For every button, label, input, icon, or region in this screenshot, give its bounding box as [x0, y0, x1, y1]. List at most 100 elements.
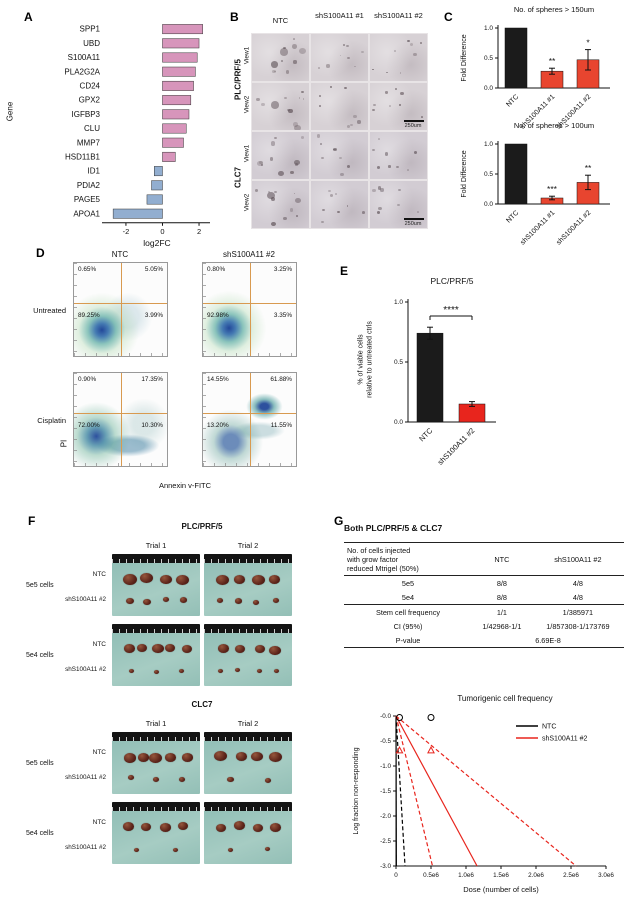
- svg-text:shS100A11 #2: shS100A11 #2: [555, 209, 592, 246]
- cell-line-label-plc: PLC/PRF/5: [233, 59, 243, 100]
- series-line: [395, 715, 434, 867]
- tumor-photo-plc-5e5-trial1: [112, 554, 200, 616]
- quadrant-ul-pct: 0.65%: [78, 266, 97, 273]
- sphere-speck: [257, 160, 263, 166]
- svg-text:****: ****: [443, 305, 459, 316]
- svg-text:Fold Difference: Fold Difference: [461, 150, 468, 197]
- tumor-blob: [123, 573, 138, 585]
- tumor-blob: [149, 753, 162, 764]
- gene-bar: [162, 109, 190, 120]
- quadrant-ur-pct: 17.35%: [141, 376, 163, 383]
- panel-b-col-header-ntc: NTC: [272, 16, 289, 25]
- sphere-speck: [329, 86, 332, 88]
- svg-text:Log fraction non-responding: Log fraction non-responding: [353, 747, 360, 834]
- sphere-speck: [398, 188, 402, 192]
- svg-text:No. of spheres > 150um: No. of spheres > 150um: [514, 5, 594, 14]
- microscopy-image-clc7-view1-sh1: [310, 131, 369, 180]
- viability-bar-chart: PLC/PRF/5 0.0 0.5 1.0 NTC shS100A11 #2 ****: [394, 276, 496, 467]
- svg-text:1.0: 1.0: [394, 299, 403, 306]
- table-cell: 1/42968-1/1: [482, 621, 522, 631]
- tumor-blob: [159, 822, 172, 832]
- gate-line-vertical: [120, 373, 122, 466]
- sphere-speck: [320, 143, 323, 146]
- table-cell: 1/385971: [562, 607, 594, 617]
- tumor-blob: [143, 598, 151, 605]
- sphere-speck: [353, 114, 358, 119]
- tumor-blob: [272, 598, 280, 604]
- tumor-photo-plc-5e4-trial1: [112, 624, 200, 686]
- sphere-speck: [321, 221, 324, 224]
- quadrant-ul-pct: 0.90%: [78, 376, 97, 383]
- tumor-blob: [254, 645, 265, 654]
- sphere-speck: [346, 124, 350, 128]
- svg-text:shS100A11 #1: shS100A11 #1: [519, 209, 556, 246]
- sphere-speck: [413, 151, 418, 155]
- deg-bar-chart: SPP1 UBD S100A11 PLA2G2A CD24 GPX2 IGFBP3 CLU MM…: [64, 24, 210, 248]
- microscopy-image-clc7-view2-sh1: [310, 180, 369, 229]
- tumor-photo-clc7-5e4-trial2: [204, 802, 292, 864]
- sphere-speck: [267, 191, 270, 194]
- sphere-speck: [334, 193, 337, 195]
- sphere-speck: [259, 161, 263, 165]
- sphere-speck: [293, 124, 301, 130]
- svg-text:0.5: 0.5: [484, 55, 493, 62]
- sphere-speck: [339, 54, 342, 57]
- tumor-blob: [152, 643, 164, 653]
- gene-bar: [162, 24, 203, 35]
- sphere-speck: [261, 163, 264, 166]
- table-header-cell: NTC: [494, 554, 510, 564]
- svg-text:2: 2: [197, 227, 201, 236]
- sphere-speck: [295, 198, 301, 204]
- quadrant-ll-pct: 72.00%: [78, 422, 100, 429]
- gate-line-vertical: [249, 373, 251, 466]
- condition-label-sh2: shS100A11 #2: [65, 844, 106, 851]
- table-cell: CI (95%): [393, 621, 423, 631]
- sphere-speck: [294, 160, 300, 166]
- tumor-blob: [217, 598, 224, 604]
- elda-table-title: Both PLC/PRF/5 & CLC7: [344, 523, 443, 533]
- gene-bar: [162, 38, 200, 49]
- elda-line-chart: 0 0.5e6 1.0e6 1.5e6 2.0e6 2.5e6 3.0e6 -0.0 -0.5 -…: [353, 713, 614, 894]
- svg-text:PAGE5: PAGE5: [74, 195, 101, 204]
- condition-label-ntc: NTC: [92, 641, 106, 648]
- tumor-blob: [128, 668, 134, 673]
- svg-text:*: *: [586, 38, 590, 48]
- tumor-blob: [123, 822, 135, 832]
- elda-table: No. of cells injected with grow factor r…: [344, 542, 624, 648]
- flow-col-header-ntc: NTC: [111, 250, 129, 259]
- quadrant-lr-pct: 3.35%: [273, 312, 292, 319]
- quadrant-ur-pct: 3.25%: [273, 266, 292, 273]
- tumor-blob: [233, 821, 245, 831]
- trial1-label-plc: Trial 1: [145, 541, 167, 550]
- tumor-blob: [253, 824, 263, 833]
- quadrant-lr-pct: 10.30%: [141, 422, 163, 429]
- tumor-blob: [164, 752, 177, 762]
- trial1-label-clc7: Trial 1: [145, 719, 167, 728]
- sphere-speck: [333, 148, 336, 151]
- sphere-speck: [347, 56, 351, 60]
- ruler-strip: [204, 732, 292, 741]
- marker-circle: [396, 714, 403, 721]
- panel-g-label: G: [334, 514, 344, 528]
- svg-text:ID1: ID1: [88, 167, 101, 176]
- tumor-blob: [269, 751, 282, 762]
- tumor-blob: [265, 847, 271, 852]
- sphere-speck: [292, 37, 295, 40]
- sphere-speck: [290, 170, 294, 175]
- tumor-blob: [256, 669, 262, 674]
- tumor-blob: [216, 575, 229, 586]
- sphere-speck: [397, 204, 400, 207]
- sphere-speck: [280, 60, 284, 63]
- tumor-blob: [179, 597, 188, 604]
- series-line: [395, 715, 577, 867]
- sphere-speck: [326, 64, 331, 68]
- panel-f-label: F: [28, 514, 36, 528]
- sphere-speck: [409, 43, 413, 46]
- svg-text:1.0: 1.0: [484, 141, 493, 148]
- svg-text:0.0: 0.0: [484, 85, 493, 92]
- svg-text:0.5: 0.5: [394, 359, 403, 366]
- tumor-blob: [269, 823, 282, 833]
- gene-bar: [162, 52, 198, 63]
- tumor-section-header-plc: PLC/PRF/5: [181, 522, 223, 531]
- sphere-speck: [269, 157, 274, 161]
